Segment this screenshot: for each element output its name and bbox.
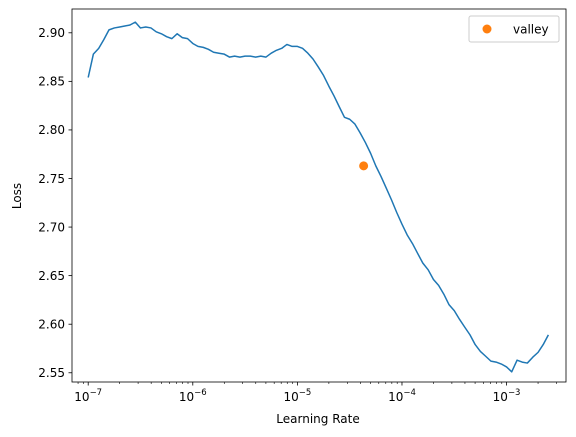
y-tick-label: 2.85	[38, 75, 65, 89]
y-tick-label: 2.70	[38, 220, 65, 234]
plot-area	[87, 21, 550, 373]
y-axis-label: Loss	[10, 183, 24, 209]
loss-curve	[87, 21, 550, 373]
x-tick-label: 10−5	[283, 388, 311, 404]
axes: 10−7 10−6 10−5 10−4 10−3 2.55 2.60 2.65 2.70 2.75…	[38, 8, 567, 404]
y-tick-label: 2.90	[38, 26, 65, 40]
legend-frame	[468, 15, 560, 43]
y-tick-label: 2.80	[38, 123, 65, 137]
x-tick-label: 10−3	[493, 388, 521, 404]
y-tick-label: 2.65	[38, 269, 65, 283]
valley-marker	[359, 161, 369, 171]
y-tick-label: 2.75	[38, 172, 65, 186]
y-tick-label: 2.60	[38, 318, 65, 332]
y-tick-label: 2.55	[38, 366, 65, 380]
legend: valley	[468, 15, 560, 43]
legend-marker-valley	[482, 24, 492, 34]
x-axis-label: Learning Rate	[276, 412, 359, 426]
x-tick-label: 10−6	[179, 388, 207, 404]
legend-label-valley: valley	[513, 23, 549, 37]
x-tick-label: 10−4	[388, 388, 416, 404]
axes-frame	[71, 8, 567, 383]
x-tick-label: 10−7	[74, 388, 102, 404]
